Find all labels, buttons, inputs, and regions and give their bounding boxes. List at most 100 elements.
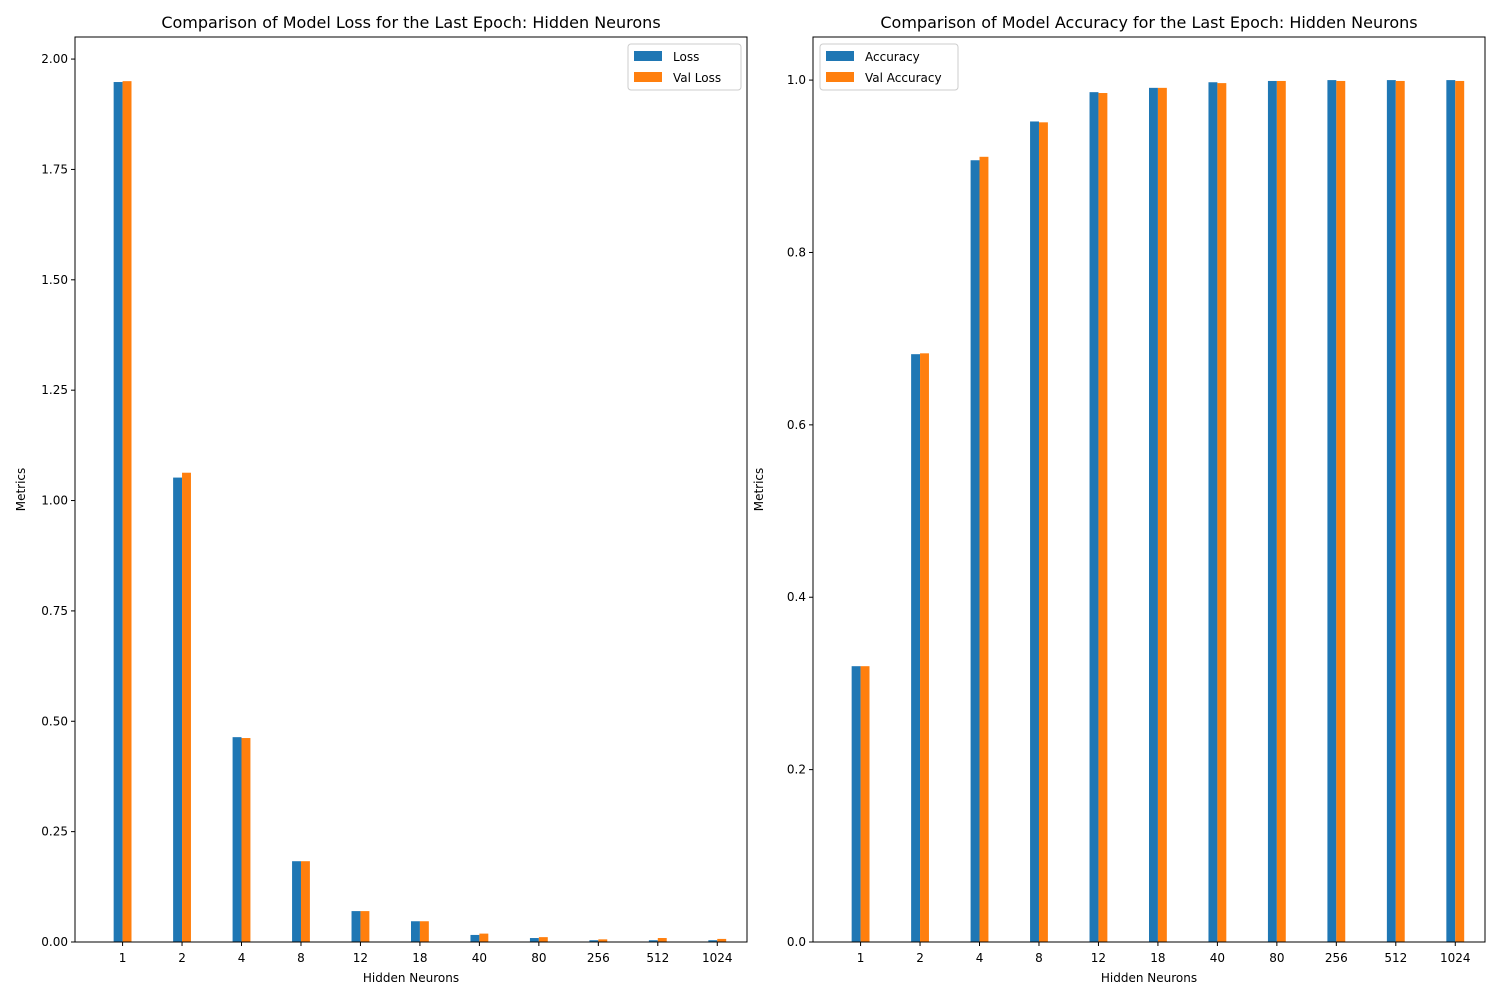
y-tick-label: 1.00 bbox=[41, 494, 68, 508]
accuracy-chart: Comparison of Model Accuracy for the Las… bbox=[752, 13, 1486, 985]
y-axis-label: Metrics bbox=[14, 468, 28, 512]
x-tick-label: 256 bbox=[587, 951, 610, 965]
bar-val-accuracy-8 bbox=[1038, 122, 1048, 942]
x-axis-label: Hidden Neurons bbox=[1101, 971, 1197, 985]
bar-accuracy-18 bbox=[1149, 87, 1158, 943]
bar-accuracy-512 bbox=[1386, 80, 1396, 943]
x-tick-label: 8 bbox=[297, 951, 305, 965]
x-tick-label: 8 bbox=[1035, 951, 1043, 965]
x-tick-label: 512 bbox=[1384, 951, 1407, 965]
x-tick-label: 4 bbox=[238, 951, 246, 965]
x-tick-label: 18 bbox=[1150, 951, 1165, 965]
legend-swatch-val-loss bbox=[634, 72, 662, 82]
x-tick-label: 40 bbox=[472, 951, 487, 965]
bar-val-accuracy-40 bbox=[1217, 83, 1227, 943]
legend: Loss Val Loss bbox=[627, 43, 742, 91]
x-tick-label: 40 bbox=[1210, 951, 1225, 965]
legend-swatch-val-accuracy bbox=[826, 72, 854, 82]
y-tick-label: 1.75 bbox=[41, 162, 68, 176]
legend-label-val-accuracy: Val Accuracy bbox=[865, 71, 942, 85]
y-tick-label: 0.4 bbox=[787, 590, 806, 604]
legend-box bbox=[819, 43, 959, 91]
bar-val-loss-1024 bbox=[717, 938, 727, 942]
bar-accuracy-8 bbox=[1030, 121, 1039, 943]
bar-loss-1024 bbox=[708, 940, 718, 942]
bar-val-loss-2 bbox=[182, 472, 191, 942]
x-tick-label: 4 bbox=[976, 951, 984, 965]
bar-val-accuracy-4 bbox=[979, 156, 989, 943]
y-axis-label: Metrics bbox=[752, 468, 766, 512]
bar-val-loss-40 bbox=[479, 933, 489, 942]
bar-loss-256 bbox=[589, 940, 599, 942]
bar-loss-1 bbox=[113, 82, 123, 942]
bar-val-accuracy-1024 bbox=[1455, 80, 1465, 942]
y-tick-label: 0.0 bbox=[787, 935, 806, 949]
bar-accuracy-2 bbox=[911, 354, 921, 942]
bar-accuracy-4 bbox=[970, 160, 980, 942]
bar-val-accuracy-256 bbox=[1336, 80, 1346, 942]
y-tick-label: 1.0 bbox=[787, 73, 806, 87]
y-tick-label: 1.25 bbox=[41, 383, 68, 397]
bar-loss-2 bbox=[173, 477, 183, 942]
bar-accuracy-12 bbox=[1089, 92, 1099, 942]
bar-accuracy-40 bbox=[1208, 82, 1218, 942]
bar-loss-12 bbox=[351, 911, 361, 942]
y-tick-label: 2.00 bbox=[41, 52, 68, 66]
chart-title: Comparison of Model Accuracy for the Las… bbox=[880, 13, 1417, 32]
bar-val-accuracy-1 bbox=[860, 666, 870, 942]
legend-swatch-accuracy bbox=[826, 51, 854, 61]
x-tick-label: 1 bbox=[119, 951, 127, 965]
y-tick-label: 0.50 bbox=[41, 714, 68, 728]
bar-loss-80 bbox=[529, 938, 539, 942]
bar-loss-8 bbox=[292, 861, 301, 942]
bar-val-loss-12 bbox=[360, 911, 370, 942]
bar-val-accuracy-2 bbox=[920, 353, 929, 942]
x-tick-label: 1 bbox=[857, 951, 865, 965]
y-tick-label: 0.75 bbox=[41, 604, 68, 618]
bar-accuracy-1 bbox=[851, 666, 861, 942]
chart-title: Comparison of Model Loss for the Last Ep… bbox=[161, 13, 660, 32]
x-tick-label: 512 bbox=[646, 951, 669, 965]
x-tick-label: 18 bbox=[412, 951, 427, 965]
bar-accuracy-1024 bbox=[1446, 80, 1456, 943]
bar-val-accuracy-512 bbox=[1395, 80, 1405, 942]
y-tick-label: 0.8 bbox=[787, 245, 806, 259]
bar-val-loss-18 bbox=[419, 921, 429, 942]
bar-val-loss-1 bbox=[122, 81, 132, 942]
axes-frame bbox=[812, 36, 1486, 943]
bar-val-loss-8 bbox=[300, 861, 310, 942]
x-tick-label: 2 bbox=[916, 951, 924, 965]
bar-val-accuracy-12 bbox=[1098, 93, 1108, 942]
bar-val-loss-512 bbox=[657, 938, 667, 942]
y-tick-label: 1.50 bbox=[41, 273, 68, 287]
bar-val-loss-256 bbox=[598, 939, 608, 942]
legend-swatch-loss bbox=[634, 51, 662, 61]
x-tick-label: 80 bbox=[1269, 951, 1284, 965]
bar-val-accuracy-80 bbox=[1276, 80, 1286, 942]
axes-frame bbox=[74, 36, 748, 943]
x-axis-label: Hidden Neurons bbox=[363, 971, 459, 985]
bar-accuracy-256 bbox=[1327, 80, 1337, 943]
x-tick-label: 1024 bbox=[702, 951, 733, 965]
loss-chart: Comparison of Model Loss for the Last Ep… bbox=[14, 13, 748, 985]
bar-loss-18 bbox=[411, 921, 420, 942]
bar-loss-4 bbox=[232, 737, 242, 942]
x-tick-label: 2 bbox=[178, 951, 186, 965]
legend: Accuracy Val Accuracy bbox=[819, 43, 959, 91]
bar-val-loss-4 bbox=[241, 738, 251, 942]
y-tick-label: 0.2 bbox=[787, 763, 806, 777]
x-tick-label: 80 bbox=[531, 951, 546, 965]
bar-loss-40 bbox=[470, 934, 480, 942]
x-tick-label: 12 bbox=[1091, 951, 1106, 965]
x-tick-label: 256 bbox=[1325, 951, 1348, 965]
legend-label-loss: Loss bbox=[673, 50, 699, 64]
x-tick-label: 1024 bbox=[1440, 951, 1471, 965]
bar-loss-512 bbox=[648, 940, 658, 942]
bar-val-loss-80 bbox=[538, 937, 548, 942]
bar-accuracy-80 bbox=[1267, 80, 1277, 942]
y-tick-label: 0.00 bbox=[41, 935, 68, 949]
legend-label-val-loss: Val Loss bbox=[673, 71, 721, 85]
y-tick-label: 0.6 bbox=[787, 418, 806, 432]
x-tick-label: 12 bbox=[353, 951, 368, 965]
